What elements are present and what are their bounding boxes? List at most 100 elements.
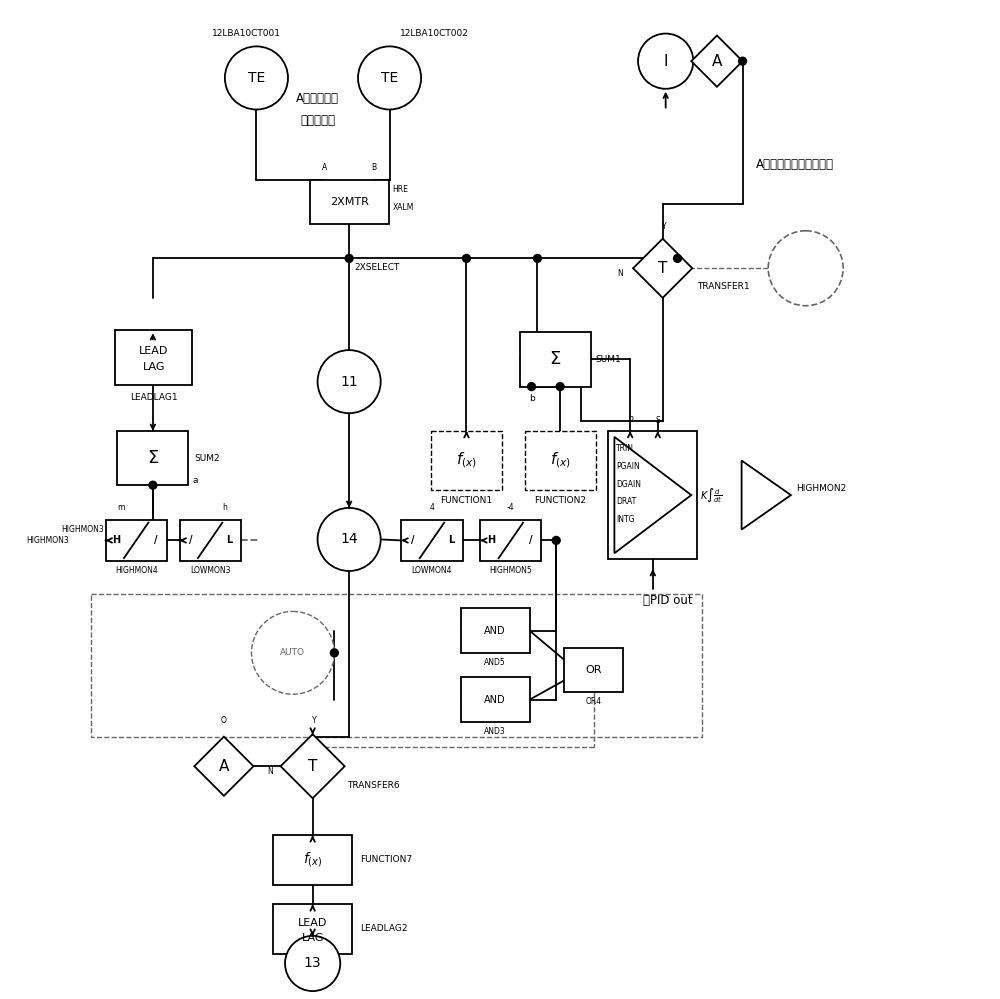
Circle shape (556, 383, 564, 391)
Circle shape (674, 255, 681, 263)
Text: I: I (663, 54, 668, 69)
Bar (608, 431, 697, 559)
Text: /: / (529, 535, 532, 545)
Text: 12LBA10CT002: 12LBA10CT002 (399, 30, 468, 39)
Circle shape (225, 46, 288, 110)
Text: A侧出口主汽: A侧出口主汽 (296, 92, 339, 105)
Text: HRE: HRE (393, 185, 408, 194)
Text: B: B (371, 163, 376, 172)
Circle shape (638, 34, 693, 89)
Text: LEAD: LEAD (298, 918, 327, 928)
Text: HIGHMON2: HIGHMON2 (796, 484, 846, 493)
Circle shape (768, 231, 843, 306)
Text: INTG: INTG (616, 515, 635, 524)
Text: A: A (219, 758, 229, 774)
Text: h: h (222, 502, 227, 511)
Text: TE: TE (381, 71, 398, 85)
Circle shape (285, 936, 340, 991)
Bar (520, 333, 591, 387)
Text: TRIN: TRIN (616, 445, 634, 454)
Text: PGAIN: PGAIN (616, 462, 640, 471)
Text: HIGHMON4: HIGHMON4 (115, 566, 158, 575)
Text: m: m (118, 502, 125, 511)
Text: $\Sigma$: $\Sigma$ (549, 351, 561, 369)
Text: 2XMTR: 2XMTR (330, 197, 369, 207)
Text: HIGHMON3: HIGHMON3 (27, 535, 69, 544)
Circle shape (149, 482, 157, 490)
Circle shape (534, 255, 541, 263)
Text: $\Sigma$: $\Sigma$ (147, 450, 159, 468)
Bar (273, 835, 352, 884)
Text: AUTO: AUTO (280, 648, 305, 657)
Text: S: S (655, 416, 660, 425)
Circle shape (528, 383, 535, 391)
Text: $f_{(x)}$: $f_{(x)}$ (550, 451, 571, 471)
Text: TRANSFER6: TRANSFER6 (347, 781, 400, 790)
Text: L: L (227, 535, 233, 545)
Text: $K\int\frac{d}{dt}$: $K\int\frac{d}{dt}$ (700, 486, 723, 504)
Polygon shape (194, 736, 253, 796)
Circle shape (318, 507, 381, 571)
Text: FUNCTION2: FUNCTION2 (534, 497, 586, 505)
Text: LEADLAG1: LEADLAG1 (130, 393, 178, 402)
Text: 主PID out: 主PID out (643, 593, 693, 606)
Text: A: A (322, 163, 327, 172)
Text: -4: -4 (507, 502, 515, 511)
Text: 14: 14 (340, 532, 358, 546)
Text: /: / (189, 535, 192, 545)
Bar (401, 519, 463, 561)
Text: AND3: AND3 (484, 727, 506, 736)
Circle shape (330, 649, 338, 656)
Text: Y: Y (662, 222, 667, 231)
Text: 12LBA10CT001: 12LBA10CT001 (212, 30, 281, 39)
Text: 2XSELECT: 2XSELECT (354, 264, 399, 273)
Text: 4: 4 (430, 502, 434, 511)
Text: AND5: AND5 (484, 657, 506, 666)
Circle shape (739, 57, 747, 65)
Bar (180, 519, 241, 561)
Text: AND: AND (484, 625, 506, 635)
Text: O: O (221, 716, 227, 725)
Text: XALM: XALM (393, 203, 414, 212)
Text: /: / (154, 535, 157, 545)
Polygon shape (742, 461, 791, 529)
Text: AND: AND (484, 694, 506, 704)
Text: LEADLAG2: LEADLAG2 (360, 924, 407, 933)
Circle shape (552, 536, 560, 544)
Text: A侧出口主汽温度设定值: A侧出口主汽温度设定值 (756, 158, 834, 171)
Text: T: T (308, 758, 317, 774)
Circle shape (345, 255, 353, 263)
Text: SUM2: SUM2 (194, 454, 220, 463)
Text: OR: OR (585, 665, 602, 675)
Text: FUNCTION7: FUNCTION7 (360, 855, 412, 864)
Bar (115, 331, 192, 385)
Polygon shape (691, 36, 743, 87)
Text: DGAIN: DGAIN (616, 480, 641, 489)
Text: -: - (583, 336, 588, 350)
Polygon shape (633, 239, 692, 298)
Text: $f_{(x)}$: $f_{(x)}$ (456, 451, 477, 471)
Bar (273, 904, 352, 954)
Text: +: + (173, 434, 184, 448)
Text: 11: 11 (340, 375, 358, 389)
Text: -: - (123, 434, 128, 448)
Bar (106, 519, 167, 561)
Bar (117, 431, 188, 486)
Text: T: T (658, 261, 667, 276)
Bar (461, 677, 530, 722)
Text: H: H (487, 535, 495, 545)
Bar (310, 180, 389, 224)
Bar (564, 648, 623, 692)
Bar (461, 608, 530, 652)
Text: a: a (192, 477, 198, 486)
Text: b: b (529, 395, 534, 404)
Text: HIGHMON3: HIGHMON3 (61, 525, 104, 534)
Text: LOWMON4: LOWMON4 (412, 566, 452, 575)
Text: TE: TE (248, 71, 265, 85)
Text: 温度测量值: 温度测量值 (300, 114, 335, 127)
Text: LAG: LAG (143, 363, 165, 373)
Bar (480, 519, 541, 561)
Circle shape (358, 46, 421, 110)
Circle shape (318, 350, 381, 414)
Text: AUTO: AUTO (795, 264, 816, 273)
